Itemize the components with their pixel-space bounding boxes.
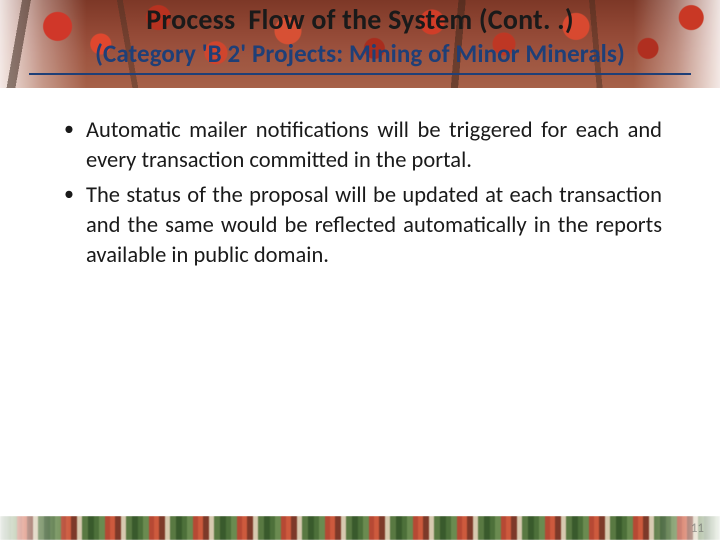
title-block: Process Flow of the System (Cont. .) (Ca…	[0, 2, 720, 75]
slide-header: Process Flow of the System (Cont. .) (Ca…	[0, 0, 720, 88]
list-item: Automatic mailer notifications will be t…	[58, 116, 662, 175]
footer-foliage-background	[0, 516, 720, 540]
bullet-list: Automatic mailer notifications will be t…	[58, 116, 662, 270]
slide-footer	[0, 516, 720, 540]
title-underline	[29, 73, 691, 75]
list-item: The status of the proposal will be updat…	[58, 181, 662, 270]
slide-title: Process Flow of the System (Cont. .)	[12, 2, 708, 37]
slide-subtitle: (Category 'B 2' Projects: Mining of Mino…	[12, 37, 708, 71]
slide-body: Automatic mailer notifications will be t…	[0, 88, 720, 270]
page-number: 11	[691, 521, 704, 536]
